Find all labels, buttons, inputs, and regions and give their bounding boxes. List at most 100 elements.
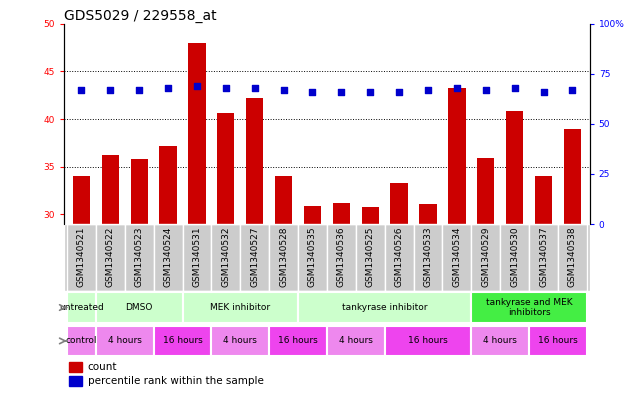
Text: GSM1340538: GSM1340538 [568,227,577,287]
Text: GSM1340531: GSM1340531 [192,227,201,287]
Text: tankyrase and MEK
inhibitors: tankyrase and MEK inhibitors [486,298,572,317]
Text: GSM1340530: GSM1340530 [510,227,519,287]
Bar [535,176,552,224]
Bar [333,203,350,224]
Bar [275,176,292,224]
Point [423,86,433,93]
Point [134,86,144,93]
FancyBboxPatch shape [471,224,500,291]
Point [337,88,347,95]
Text: GSM1340536: GSM1340536 [337,227,346,287]
Text: 4 hours: 4 hours [483,336,517,345]
FancyBboxPatch shape [385,326,471,356]
Point [76,86,87,93]
Text: GSM1340527: GSM1340527 [250,227,259,287]
Text: 16 hours: 16 hours [278,336,318,345]
FancyBboxPatch shape [269,224,298,291]
Bar [362,207,379,224]
FancyBboxPatch shape [67,224,96,291]
FancyBboxPatch shape [212,326,269,356]
FancyBboxPatch shape [154,326,212,356]
Text: GDS5029 / 229558_at: GDS5029 / 229558_at [64,9,217,22]
Bar [477,158,494,224]
Point [192,83,202,89]
Point [105,86,115,93]
FancyBboxPatch shape [183,224,212,291]
FancyBboxPatch shape [327,326,385,356]
Text: tankyrase inhibitor: tankyrase inhibitor [342,303,428,312]
Text: GSM1340534: GSM1340534 [453,227,462,287]
FancyBboxPatch shape [471,326,529,356]
Point [307,88,317,95]
Bar [304,206,321,224]
Point [278,86,288,93]
FancyBboxPatch shape [96,292,183,323]
Text: GSM1340525: GSM1340525 [366,227,375,287]
Point [481,86,491,93]
Text: GSM1340523: GSM1340523 [135,227,144,287]
FancyBboxPatch shape [327,224,356,291]
Text: GSM1340526: GSM1340526 [395,227,404,287]
Bar [217,113,235,224]
Text: 4 hours: 4 hours [339,336,372,345]
Text: MEK inhibitor: MEK inhibitor [210,303,271,312]
FancyBboxPatch shape [212,224,240,291]
Text: count: count [88,362,117,372]
FancyBboxPatch shape [96,224,125,291]
Point [452,84,462,91]
Point [365,88,376,95]
FancyBboxPatch shape [96,326,154,356]
FancyBboxPatch shape [298,224,327,291]
FancyBboxPatch shape [67,326,96,356]
FancyBboxPatch shape [67,292,96,323]
FancyBboxPatch shape [442,224,471,291]
Bar [102,155,119,224]
Text: 16 hours: 16 hours [408,336,448,345]
Bar [448,88,465,224]
Bar [390,183,408,224]
Bar [131,159,148,224]
Text: untreated: untreated [59,303,104,312]
Text: GSM1340535: GSM1340535 [308,227,317,287]
Text: 4 hours: 4 hours [108,336,142,345]
Text: control: control [65,336,97,345]
FancyBboxPatch shape [298,292,471,323]
Text: GSM1340537: GSM1340537 [539,227,548,287]
Point [221,84,231,91]
FancyBboxPatch shape [385,224,413,291]
Point [567,86,578,93]
Bar [69,376,83,386]
FancyBboxPatch shape [125,224,154,291]
FancyBboxPatch shape [154,224,183,291]
Text: 16 hours: 16 hours [163,336,203,345]
FancyBboxPatch shape [356,224,385,291]
Bar [188,43,206,224]
Point [538,88,549,95]
FancyBboxPatch shape [413,224,442,291]
Point [510,84,520,91]
Text: 4 hours: 4 hours [223,336,257,345]
FancyBboxPatch shape [269,326,327,356]
Text: GSM1340532: GSM1340532 [221,227,230,287]
Point [163,84,173,91]
Text: DMSO: DMSO [126,303,153,312]
FancyBboxPatch shape [558,224,587,291]
Text: GSM1340522: GSM1340522 [106,227,115,287]
Text: percentile rank within the sample: percentile rank within the sample [88,376,263,386]
FancyBboxPatch shape [529,326,587,356]
Point [394,88,404,95]
FancyBboxPatch shape [183,292,298,323]
Text: GSM1340524: GSM1340524 [163,227,172,287]
Text: GSM1340533: GSM1340533 [424,227,433,287]
Bar [160,146,177,224]
Bar [506,111,523,224]
Bar [563,129,581,224]
FancyBboxPatch shape [500,224,529,291]
Text: GSM1340528: GSM1340528 [279,227,288,287]
Bar [419,204,437,224]
Point [249,84,260,91]
Text: 16 hours: 16 hours [538,336,578,345]
FancyBboxPatch shape [471,292,587,323]
FancyBboxPatch shape [240,224,269,291]
Bar [73,176,90,224]
